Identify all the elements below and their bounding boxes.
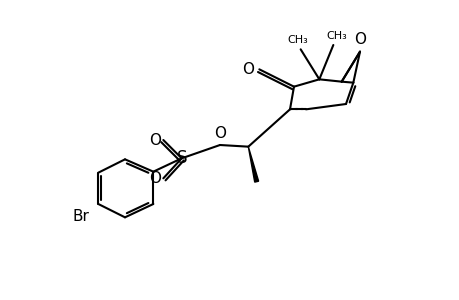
Text: S: S <box>176 149 186 167</box>
Text: O: O <box>149 171 161 186</box>
Text: CH₃: CH₃ <box>325 31 346 41</box>
Polygon shape <box>248 147 258 182</box>
Text: Br: Br <box>72 209 89 224</box>
Text: O: O <box>242 62 254 77</box>
Text: O: O <box>213 126 225 141</box>
Text: CH₃: CH₃ <box>287 35 308 45</box>
Text: O: O <box>149 133 161 148</box>
Text: O: O <box>353 32 365 47</box>
